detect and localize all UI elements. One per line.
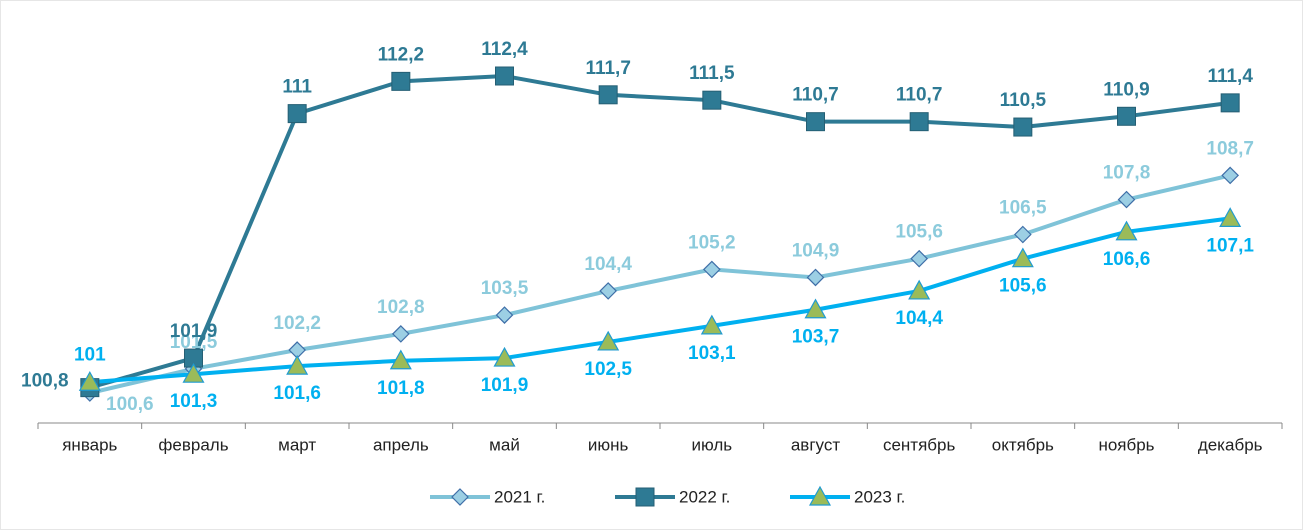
data-label: 101,6	[273, 383, 321, 404]
data-label: 100,8	[21, 371, 69, 392]
marker	[493, 346, 516, 367]
marker	[599, 282, 618, 300]
x-tick-label: июль	[692, 435, 733, 454]
legend-marker	[808, 485, 832, 506]
data-label: 102,5	[584, 359, 632, 380]
data-label: 110,7	[896, 85, 943, 106]
data-label: 106,5	[999, 198, 1047, 219]
data-label: 111,5	[689, 63, 735, 84]
marker	[1013, 117, 1033, 137]
marker	[495, 66, 514, 86]
data-label: 101,3	[170, 391, 218, 412]
marker	[1117, 190, 1136, 209]
x-tick-label: февраль	[158, 435, 228, 454]
data-label: 103,7	[792, 327, 840, 348]
marker	[287, 104, 307, 124]
data-label: 102,8	[377, 297, 425, 318]
marker	[1221, 166, 1240, 185]
x-tick-label: сентябрь	[883, 435, 956, 454]
x-tick-label: август	[791, 435, 840, 454]
legend-label: 2023 г.	[854, 487, 905, 506]
marker	[1220, 93, 1240, 113]
x-tick-label: октябрь	[992, 435, 1054, 454]
marker	[910, 249, 929, 268]
legend-marker	[451, 488, 469, 506]
marker	[391, 71, 411, 91]
marker	[1115, 220, 1138, 241]
x-tick-label: апрель	[373, 435, 429, 454]
marker	[78, 371, 101, 391]
x-tick-label: май	[489, 435, 520, 454]
data-label: 111,7	[585, 58, 630, 79]
marker	[495, 306, 514, 324]
marker	[702, 90, 722, 110]
data-label: 100,6	[106, 394, 154, 415]
legend-label: 2021 г.	[494, 487, 545, 506]
marker	[286, 354, 309, 375]
x-tick-label: ноябрь	[1098, 435, 1154, 454]
data-label: 105,2	[688, 232, 736, 253]
x-tick-label: январь	[62, 435, 117, 454]
data-label: 101	[74, 344, 106, 365]
data-label: 110,5	[1000, 90, 1047, 111]
data-label: 102,2	[273, 313, 321, 334]
marker	[1011, 247, 1034, 268]
marker	[598, 85, 618, 105]
marker	[1219, 207, 1242, 227]
data-label: 101,5	[170, 332, 218, 353]
data-label: 110,7	[792, 85, 839, 106]
series-line	[89, 216, 1231, 385]
data-label: 103,5	[481, 278, 529, 299]
data-label: 108,7	[1206, 138, 1254, 159]
data-label: 104,9	[792, 240, 840, 261]
data-label: 112,2	[378, 44, 425, 65]
data-label: 107,1	[1206, 235, 1254, 256]
x-tick-label: декабрь	[1198, 435, 1263, 454]
marker	[806, 112, 825, 132]
data-label: 104,4	[584, 254, 632, 275]
legend-label: 2022 г.	[679, 487, 730, 506]
marker	[389, 349, 412, 370]
data-label: 105,6	[895, 222, 943, 243]
series-line	[89, 73, 1231, 390]
marker	[804, 298, 827, 319]
data-label: 101,8	[377, 378, 425, 399]
marker	[182, 362, 205, 383]
data-label: 111,4	[1207, 66, 1253, 87]
data-label: 110,9	[1103, 79, 1150, 100]
marker	[597, 330, 620, 351]
data-label: 105,6	[999, 276, 1047, 297]
marker	[1013, 225, 1032, 244]
data-label: 103,1	[688, 343, 736, 364]
data-label: 101,9	[170, 321, 218, 342]
data-label: 104,4	[895, 308, 943, 329]
marker	[909, 112, 929, 132]
marker	[700, 314, 723, 335]
series-line	[89, 173, 1231, 395]
marker	[908, 279, 931, 300]
data-label: 107,8	[1103, 163, 1151, 184]
marker	[806, 268, 825, 287]
x-tick-label: март	[278, 435, 316, 454]
legend-marker	[635, 487, 655, 507]
data-label: 106,6	[1103, 249, 1151, 270]
data-label: 112,4	[481, 39, 528, 60]
marker	[391, 325, 410, 343]
data-label: 111	[282, 77, 312, 98]
marker	[702, 260, 721, 279]
data-label: 101,9	[481, 375, 529, 396]
x-tick-label: июнь	[588, 435, 629, 454]
marker	[1117, 106, 1136, 126]
